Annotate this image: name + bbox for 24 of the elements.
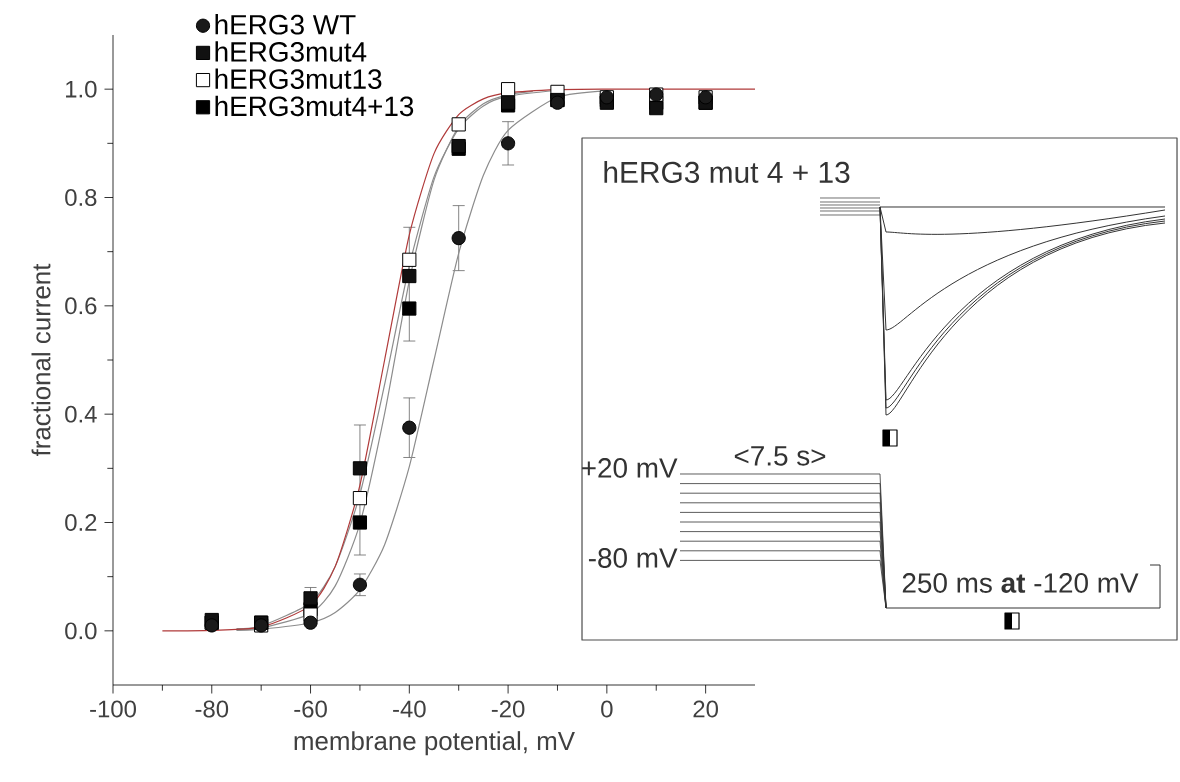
legend-label: hERG3mut4+13 [215,95,414,117]
legend-label: hERG3 WT [215,14,356,35]
annotation: -80 mV [588,548,678,568]
x-tick-label: -20 [491,700,525,718]
y-tick-label: 0.0 [65,622,97,640]
legend-label: hERG3mut4 [215,41,367,62]
y-tick-label: 0.6 [65,297,97,315]
legend-label: hERG3mut13 [215,68,382,89]
x-tick-label: 20 [693,700,718,718]
text: 250 ms at -120 mV [902,573,1139,593]
y-tick-label: 0.8 [65,189,97,206]
y-tick-label: 0.2 [65,514,97,531]
y-axis-title: fractional current [31,263,51,457]
x-tick-label: -40 [393,700,426,718]
x-tick-label: -60 [294,700,327,718]
annotation: +20 mV [582,458,678,478]
annotation: <7.5 s> [734,446,826,466]
annotation: hERG3 mut 4 + 13 [604,161,850,183]
x-tick-label: -80 [195,700,229,718]
x-axis-title: membrane potential, mV [294,731,575,756]
x-tick-label: -100 [90,700,136,718]
y-tick-label: 0.4 [65,405,97,423]
x-tick-label: 0 [601,700,613,718]
y-tick-label: 1.0 [66,80,97,98]
